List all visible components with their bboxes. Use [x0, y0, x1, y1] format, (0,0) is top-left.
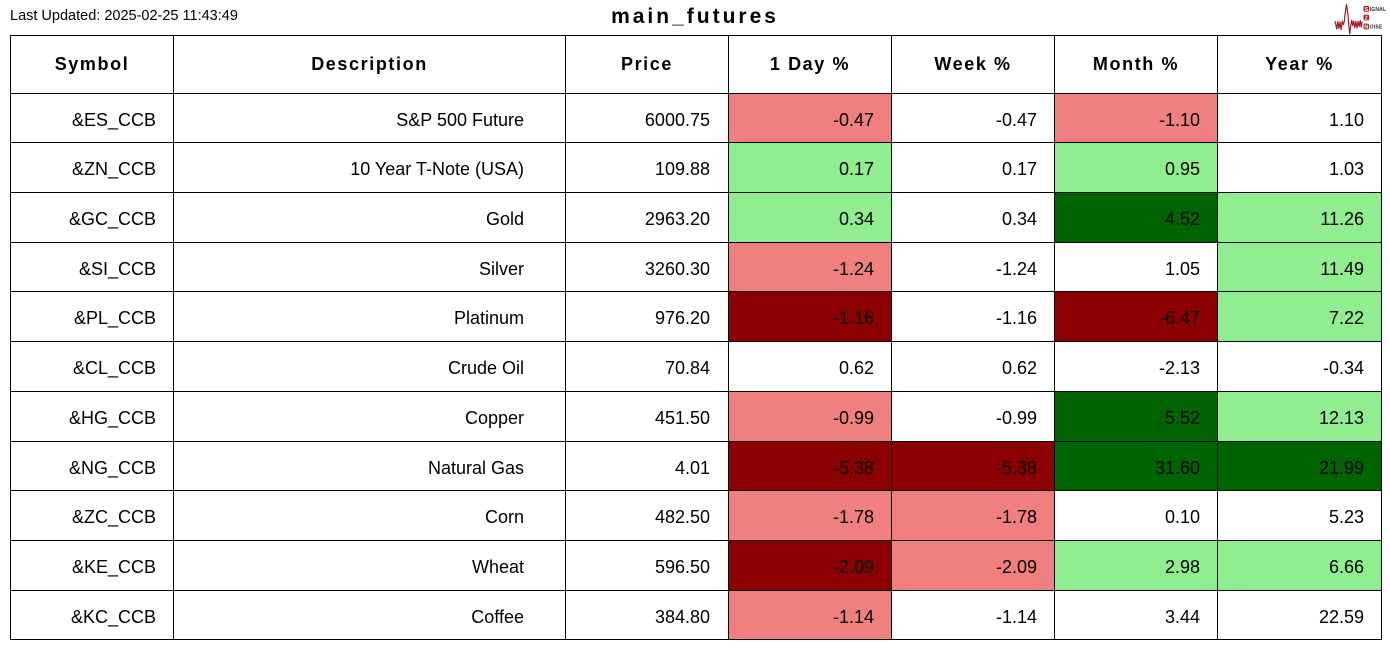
svg-text:OISE: OISE	[1370, 24, 1383, 30]
svg-text:IGNAL: IGNAL	[1370, 7, 1387, 13]
svg-text:N: N	[1364, 24, 1368, 30]
svg-text:2: 2	[1365, 15, 1368, 21]
svg-text:S: S	[1364, 7, 1368, 13]
